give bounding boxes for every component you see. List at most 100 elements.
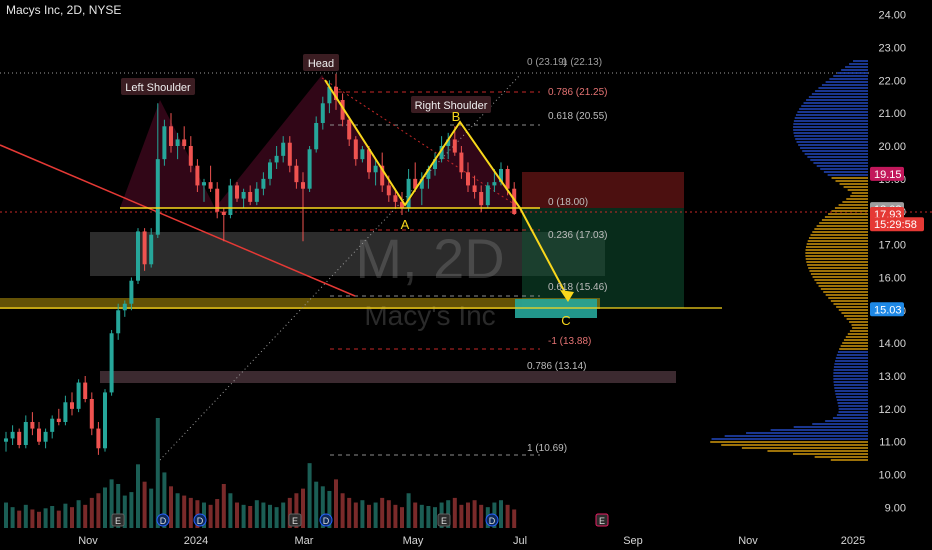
- profile-bar: [710, 441, 868, 443]
- candle: [241, 188, 246, 209]
- profile-bar: [802, 150, 868, 152]
- candle-body: [274, 155, 279, 163]
- profile-bar: [830, 459, 868, 461]
- volume-bar: [472, 500, 477, 528]
- volume-bar: [400, 507, 404, 528]
- candle: [380, 152, 385, 192]
- candle-body: [175, 139, 180, 146]
- profile-bar: [843, 186, 868, 188]
- profile-bar: [845, 66, 868, 68]
- fib-label: 0.618 (20.55): [548, 111, 608, 122]
- candle: [485, 182, 490, 209]
- event-marker[interactable]: D: [485, 513, 499, 527]
- profile-bar: [798, 144, 868, 146]
- event-marker[interactable]: D: [319, 513, 333, 527]
- candle-body: [215, 188, 220, 212]
- profile-bar: [801, 105, 868, 107]
- y-tick-label: 22.00: [878, 75, 906, 87]
- candle: [274, 146, 279, 169]
- candle-body: [301, 182, 305, 189]
- volume-bar: [512, 509, 517, 528]
- profile-bar: [834, 390, 868, 392]
- profile-bar: [840, 345, 868, 347]
- candle-body: [30, 422, 35, 429]
- profile-bar: [812, 423, 868, 425]
- profile-bar: [810, 234, 868, 236]
- event-marker[interactable]: E: [595, 513, 609, 527]
- event-marker[interactable]: D: [193, 513, 207, 527]
- candle-body: [37, 428, 41, 442]
- profile-bar: [820, 168, 868, 170]
- profile-bar: [795, 138, 868, 140]
- profile-bar: [830, 300, 868, 302]
- profile-bar: [850, 195, 868, 197]
- candle: [202, 178, 206, 202]
- downtrend-line: [0, 144, 356, 297]
- candle: [208, 165, 213, 192]
- event-marker[interactable]: E: [111, 513, 125, 527]
- price-tag-text: 15:29:58: [874, 219, 917, 231]
- volume-bar: [459, 504, 464, 528]
- x-tick-label: May: [403, 535, 424, 547]
- svg-text:E: E: [292, 516, 298, 526]
- x-tick-label: Jul: [513, 535, 527, 547]
- profile-bar: [812, 231, 868, 233]
- candle: [334, 73, 338, 110]
- candle: [235, 182, 239, 202]
- candle: [353, 136, 358, 166]
- profile-bar: [828, 213, 868, 215]
- fib-label: 0 (23.19): [527, 57, 567, 68]
- wave-label-a: A: [401, 217, 410, 232]
- profile-bar: [794, 117, 868, 119]
- volume-bar: [479, 504, 484, 528]
- profile-bar: [838, 408, 868, 410]
- time-axis[interactable]: Nov 2024 Mar May Jul Sep Nov 2025: [78, 535, 865, 547]
- profile-bar: [824, 216, 868, 218]
- profile-bar: [805, 258, 868, 260]
- profile-bar: [828, 297, 868, 299]
- candle: [228, 178, 233, 219]
- candle-body: [116, 310, 121, 334]
- profile-bar: [811, 93, 868, 95]
- volume-bar: [340, 493, 345, 528]
- event-marker[interactable]: E: [437, 513, 451, 527]
- profile-bar: [799, 108, 868, 110]
- candle-body: [122, 303, 127, 311]
- candle-body: [169, 126, 173, 146]
- profile-bar: [805, 252, 868, 254]
- candle-body: [142, 231, 147, 265]
- candle-body: [248, 192, 253, 202]
- x-tick-label: Nov: [738, 535, 758, 547]
- event-marker[interactable]: E: [288, 513, 302, 527]
- profile-bar: [833, 375, 868, 377]
- fib-label: 0 (18.00): [548, 197, 588, 208]
- profile-bar: [794, 135, 868, 137]
- profile-bar: [852, 327, 868, 329]
- support-zone: [100, 371, 676, 383]
- profile-bar: [842, 201, 868, 203]
- profile-bar: [832, 417, 868, 419]
- profile-bar: [833, 372, 868, 374]
- event-marker[interactable]: D: [156, 513, 170, 527]
- volume-bar: [30, 509, 35, 528]
- volume-bar: [208, 504, 213, 528]
- candle: [472, 175, 477, 199]
- volume-bar: [17, 510, 22, 528]
- profile-bar: [816, 165, 868, 167]
- volume-bar: [268, 504, 272, 528]
- target-zone: [522, 208, 684, 308]
- profile-bar: [793, 132, 868, 134]
- profile-bar: [837, 72, 868, 74]
- candle-body: [221, 211, 226, 215]
- candle-body: [70, 402, 74, 409]
- profile-bar: [741, 447, 868, 449]
- volume-bar: [182, 495, 187, 528]
- candle-body: [162, 126, 167, 160]
- profile-bar: [838, 309, 868, 311]
- candle-body: [23, 422, 28, 445]
- candle-body: [202, 182, 206, 186]
- profile-bar: [820, 288, 868, 290]
- candle-body: [241, 192, 246, 199]
- profile-bar: [836, 414, 868, 416]
